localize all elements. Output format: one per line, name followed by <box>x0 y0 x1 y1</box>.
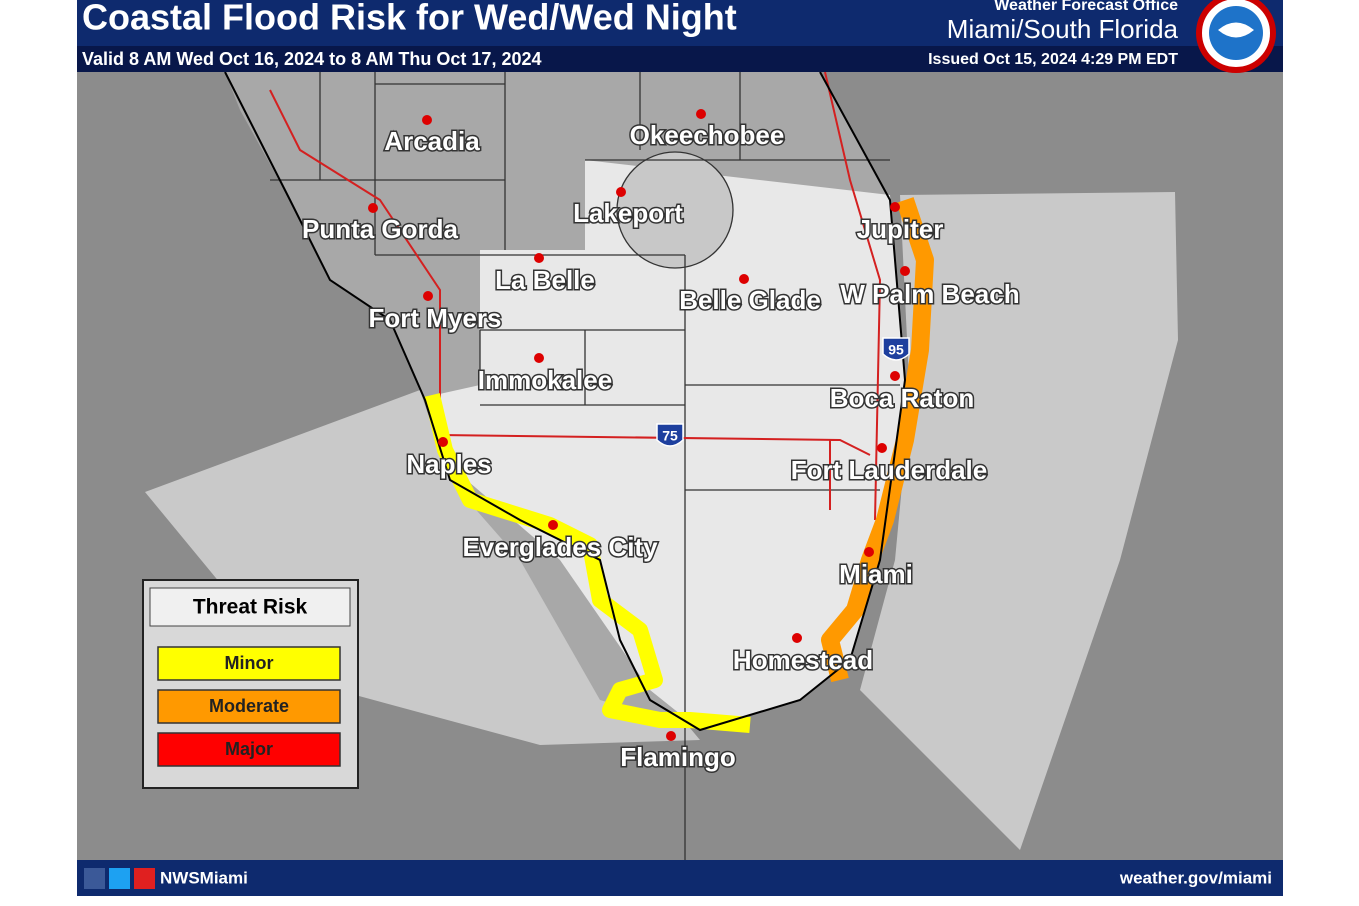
legend-label: Minor <box>225 653 274 673</box>
legend-swatch <box>157 689 341 724</box>
header-bar <box>77 0 1283 46</box>
legend-swatch <box>157 732 341 767</box>
city-label: Arcadia <box>384 126 480 156</box>
city-dot <box>534 253 544 263</box>
header-subbar <box>77 46 1283 72</box>
legend-label: Major <box>225 739 273 759</box>
city-label: Punta Gorda <box>302 214 459 244</box>
city-label: Belle Glade <box>679 285 821 315</box>
city-dot <box>890 371 900 381</box>
city-dot <box>422 115 432 125</box>
city-dot <box>534 353 544 363</box>
legend-swatch <box>157 646 341 681</box>
city-label: Fort Lauderdale <box>791 455 987 485</box>
city-dot <box>890 202 900 212</box>
title: Coastal Flood Risk for Wed/Wed Night <box>82 0 737 38</box>
legend-title: Threat Risk <box>193 596 308 619</box>
city-label: Immokalee <box>478 365 612 395</box>
city-label: Fort Myers <box>369 303 502 333</box>
office-label: Weather Forecast Office <box>994 0 1178 14</box>
highway-number: 75 <box>662 428 678 444</box>
county-lines <box>270 72 900 860</box>
city-dot <box>438 437 448 447</box>
city-label: La Belle <box>495 265 595 295</box>
city-label: Boca Raton <box>830 383 974 413</box>
website[interactable]: weather.gov/miami <box>1119 868 1272 887</box>
city-label: Everglades City <box>462 532 658 562</box>
city-dot <box>423 291 433 301</box>
issued-time: Issued Oct 15, 2024 4:29 PM EDT <box>928 51 1178 68</box>
city-label: Lakeport <box>573 198 683 228</box>
city-dot <box>666 731 676 741</box>
minor-risk-coast <box>424 393 751 733</box>
highway-number: 95 <box>888 342 904 358</box>
city-label: W Palm Beach <box>840 279 1019 309</box>
coastline <box>224 71 907 732</box>
roads <box>269 71 882 521</box>
footer-bar <box>77 860 1283 896</box>
city-dot <box>548 520 558 530</box>
city-label: Jupiter <box>857 214 944 244</box>
city-label: Miami <box>839 559 913 589</box>
youtube-icon[interactable] <box>134 868 155 889</box>
valid-time: Valid 8 AM Wed Oct 16, 2024 to 8 AM Thu … <box>82 49 542 69</box>
legend-label: Moderate <box>209 696 289 716</box>
office: Miami/South Florida <box>947 14 1179 44</box>
nws-logo <box>1196 0 1276 73</box>
city-dot <box>696 109 706 119</box>
lake-okeechobee <box>616 151 734 269</box>
city-dot <box>877 443 887 453</box>
highway-shield <box>656 423 684 447</box>
city-dot <box>616 187 626 197</box>
facebook-icon[interactable] <box>84 868 105 889</box>
social-handle[interactable]: NWSMiami <box>160 868 248 887</box>
highway-shield <box>882 337 910 361</box>
city-dot <box>739 274 749 284</box>
city-label: Okeechobee <box>630 120 785 150</box>
atlantic-marine-zone <box>860 192 1178 850</box>
city-label: Homestead <box>733 645 873 675</box>
city-dot <box>864 547 874 557</box>
city-label: Naples <box>406 449 491 479</box>
twitter-icon[interactable] <box>109 868 130 889</box>
city-label: Flamingo <box>620 742 736 772</box>
legend: Threat Risk Minor Moderate Major <box>142 579 359 789</box>
city-dot <box>792 633 802 643</box>
city-dot <box>900 266 910 276</box>
city-dot <box>368 203 378 213</box>
